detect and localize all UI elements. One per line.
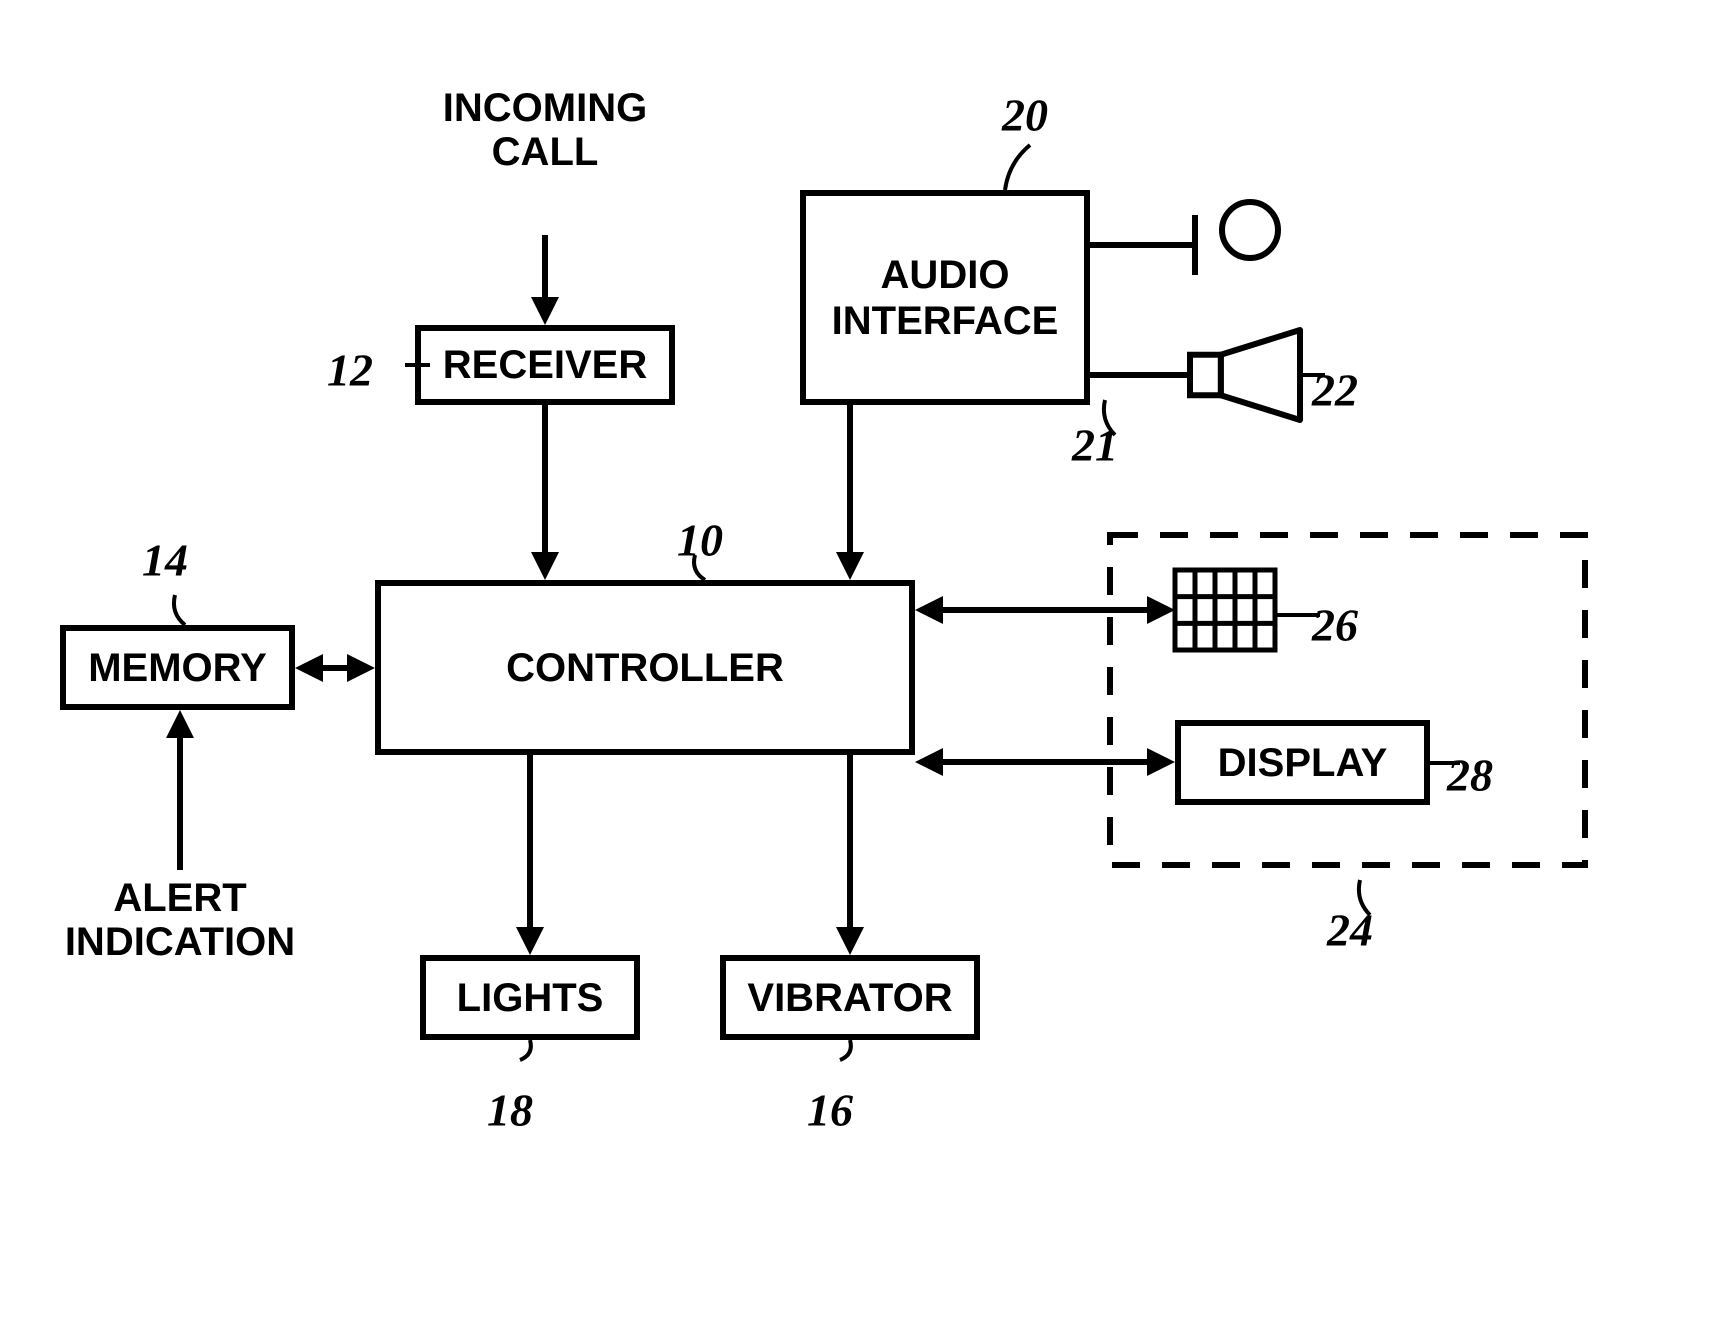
speaker-icon bbox=[1190, 330, 1300, 420]
diagram-stage: RECEIVER AUDIO INTERFACE CONTROLLER MEMO… bbox=[0, 0, 1711, 1318]
audio-to-controller bbox=[836, 405, 864, 580]
ref-21: 21 bbox=[1072, 419, 1118, 472]
controller-to-lights bbox=[516, 755, 544, 955]
receiver-box: RECEIVER bbox=[415, 325, 675, 405]
incoming-call-label: INCOMING CALL bbox=[443, 86, 647, 174]
memory-box: MEMORY bbox=[60, 625, 295, 710]
controller-to-vibrator bbox=[836, 755, 864, 955]
ref-20: 20 bbox=[1002, 89, 1048, 142]
microphone-icon bbox=[1222, 202, 1278, 258]
ref-26: 26 bbox=[1312, 599, 1358, 652]
lights-label: LIGHTS bbox=[457, 975, 604, 1021]
display-box: DISPLAY bbox=[1175, 720, 1430, 805]
vibrator-label: VIBRATOR bbox=[747, 975, 952, 1021]
ref-22: 22 bbox=[1312, 364, 1358, 417]
display-label: DISPLAY bbox=[1218, 740, 1388, 786]
lights-box: LIGHTS bbox=[420, 955, 640, 1040]
alert-to-memory bbox=[166, 710, 194, 870]
ref-18: 18 bbox=[487, 1084, 533, 1137]
ref-24: 24 bbox=[1327, 904, 1373, 957]
user-interface-group bbox=[1110, 535, 1585, 865]
controller-label: CONTROLLER bbox=[506, 645, 784, 691]
alert-indication-label: ALERT INDICATION bbox=[65, 876, 295, 964]
receiver-to-controller bbox=[531, 405, 559, 580]
receiver-label: RECEIVER bbox=[443, 342, 648, 388]
memory-controller bbox=[295, 654, 375, 682]
ref-14: 14 bbox=[142, 534, 188, 587]
vibrator-box: VIBRATOR bbox=[720, 955, 980, 1040]
ref-28: 28 bbox=[1447, 749, 1493, 802]
controller-box: CONTROLLER bbox=[375, 580, 915, 755]
ref-12: 12 bbox=[327, 344, 373, 397]
audio-interface-box: AUDIO INTERFACE bbox=[800, 190, 1090, 405]
incoming-to-receiver bbox=[531, 235, 559, 325]
memory-label: MEMORY bbox=[88, 645, 267, 691]
ref-10: 10 bbox=[677, 514, 723, 567]
ref-16: 16 bbox=[807, 1084, 853, 1137]
audio-interface-label: AUDIO INTERFACE bbox=[832, 252, 1059, 344]
